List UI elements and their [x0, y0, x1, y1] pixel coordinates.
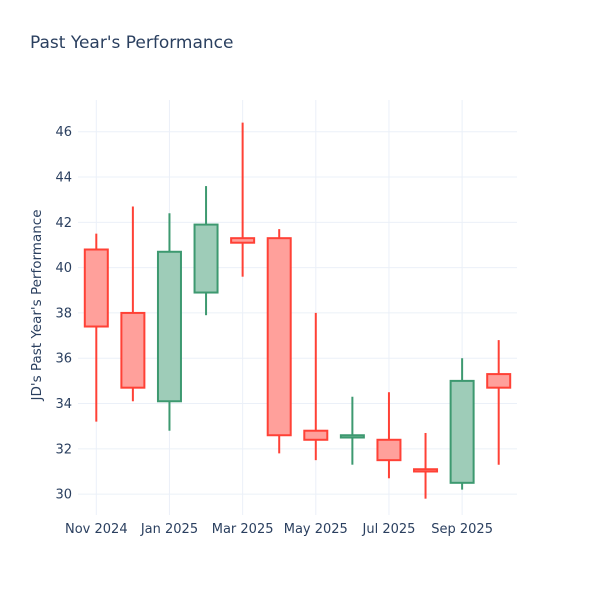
y-tick-label: 30: [55, 488, 72, 503]
candle-mar-2025[interactable]: [230, 122, 256, 277]
candle-body[interactable]: [83, 248, 109, 328]
candle-body[interactable]: [230, 237, 256, 244]
candle-body[interactable]: [413, 468, 439, 473]
candle-apr-2025[interactable]: [266, 229, 292, 454]
candle-dec-2024[interactable]: [120, 206, 146, 402]
candle-body[interactable]: [339, 434, 365, 439]
candle-body[interactable]: [120, 311, 146, 389]
y-tick-label: 44: [55, 171, 72, 186]
candle-feb-2025[interactable]: [193, 186, 219, 316]
candle-body[interactable]: [156, 250, 182, 403]
x-tick-label: Nov 2024: [65, 522, 128, 537]
candle-jun-2025[interactable]: [339, 396, 365, 465]
candle-jan-2025[interactable]: [156, 213, 182, 431]
x-tick-label: Jul 2025: [362, 522, 416, 537]
candle-oct-2025[interactable]: [486, 340, 512, 465]
candle-body[interactable]: [486, 373, 512, 389]
y-tick-label: 34: [55, 397, 72, 412]
y-tick-label: 32: [55, 442, 72, 457]
candle-body[interactable]: [449, 379, 475, 484]
x-tick-label: May 2025: [284, 522, 348, 537]
x-tick-label: Sep 2025: [431, 522, 493, 537]
candle-sep-2025[interactable]: [449, 358, 475, 490]
candle-aug-2025[interactable]: [413, 432, 439, 499]
candle-body[interactable]: [193, 223, 219, 294]
chart-title: Past Year's Performance: [30, 33, 234, 53]
y-tick-label: 42: [55, 216, 72, 231]
candle-may-2025[interactable]: [303, 312, 329, 461]
candle-nov-2024[interactable]: [83, 233, 109, 422]
candle-body[interactable]: [376, 438, 402, 462]
y-tick-label: 40: [55, 261, 72, 276]
candle-body[interactable]: [266, 237, 292, 437]
x-tick-label: Jan 2025: [140, 522, 198, 537]
x-tick-label: Mar 2025: [212, 522, 274, 537]
y-tick-label: 46: [55, 125, 72, 140]
y-tick-label: 38: [55, 306, 72, 321]
candle-body[interactable]: [303, 429, 329, 441]
y-axis-title: JD's Past Year's Performance: [29, 209, 45, 401]
candle-jul-2025[interactable]: [376, 392, 402, 479]
y-tick-label: 36: [55, 352, 72, 367]
